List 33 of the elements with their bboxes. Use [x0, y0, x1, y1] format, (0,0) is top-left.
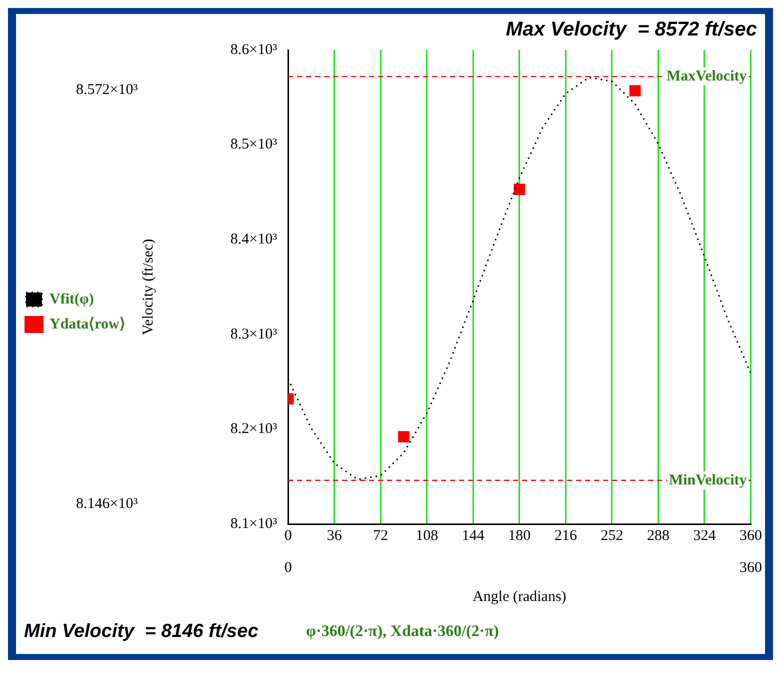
- x-tick-label: 288: [646, 528, 670, 544]
- x-tick-label: 36: [326, 528, 342, 544]
- x-tick-label: 216: [554, 528, 578, 544]
- text: Min Velocity = 8146 ft/sec: [24, 621, 259, 642]
- chart-title: Max Velocity = 8572 ft/sec: [506, 18, 757, 41]
- ref-line-label: MinVelocity: [668, 472, 748, 488]
- point: [629, 85, 641, 96]
- text: φ·360/(2·π), Xdata·360/(2·π): [306, 623, 499, 640]
- x-tick-label: 108: [416, 528, 438, 544]
- x-tick-label: 72: [373, 528, 388, 544]
- y-tick-label: 8.2×10³: [230, 421, 278, 438]
- text: 360: [740, 560, 762, 576]
- point: [514, 184, 526, 196]
- x-tick-label: 0: [284, 528, 292, 544]
- x-tick-label: 252: [600, 528, 624, 544]
- point: [398, 431, 410, 442]
- y-tick-label: 8.1×10³: [230, 516, 278, 532]
- y-tick-label: 8.5×10³: [230, 136, 278, 153]
- y-tick-label: 8.4×10³: [230, 232, 278, 248]
- ref-line-label: MaxVelocity: [666, 68, 748, 84]
- text: 8.146×10³: [76, 496, 138, 512]
- text: 8.572×10³: [76, 82, 138, 98]
- x-tick-label: 360: [740, 528, 762, 544]
- x-axis-title: Angle (radians): [472, 588, 566, 605]
- x-tick-label: 324: [693, 528, 716, 544]
- y-axis-title: Velocity (ft/sec): [140, 238, 156, 336]
- legend-label: Vfit(φ): [50, 291, 94, 308]
- x-tick-label: 180: [508, 528, 531, 544]
- y-tick-label: 8.6×10³: [230, 42, 278, 58]
- x-tick-label: 144: [462, 528, 485, 544]
- text: 0: [284, 560, 292, 576]
- legend-label: Ydata⟨row⟩: [50, 316, 126, 332]
- y-tick-label: 8.3×10³: [230, 326, 278, 342]
